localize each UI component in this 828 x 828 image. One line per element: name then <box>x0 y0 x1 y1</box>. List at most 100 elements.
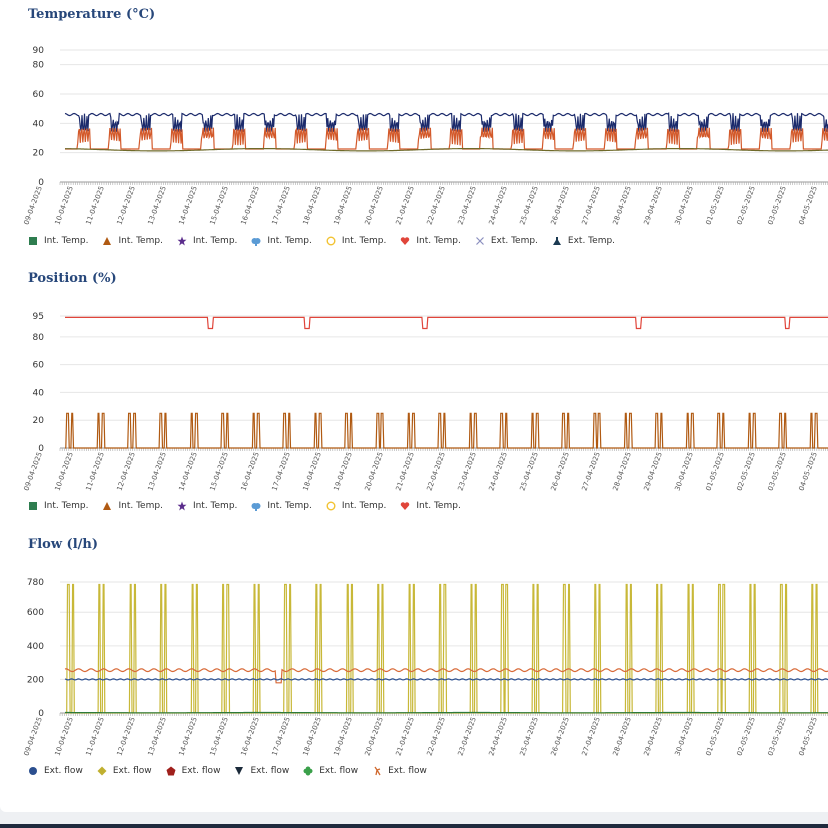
x-tick-label: 04-05-2025 <box>797 451 818 492</box>
x-tick-label: 10-04-2025 <box>53 451 74 492</box>
legend-item[interactable]: Int. Temp. <box>400 501 461 511</box>
x-tick-label: 19-04-2025 <box>332 716 353 757</box>
x-tick-label: 23-04-2025 <box>456 451 477 492</box>
x-tick-label: 26-04-2025 <box>549 716 570 757</box>
x-tick-label: 09-04-2025 <box>22 716 43 757</box>
legend-label: Int. Temp. <box>341 501 387 511</box>
legend-label: Int. Temp. <box>118 501 163 511</box>
triangle-down-icon <box>234 766 244 776</box>
x-tick-label: 23-04-2025 <box>456 185 477 226</box>
x-tick-label: 09-04-2025 <box>22 185 43 226</box>
legend-label: Ext. Temp. <box>567 236 616 246</box>
legend-item[interactable]: Int. Temp. <box>326 501 386 511</box>
legend-label: Int. Temp. <box>44 501 89 511</box>
x-tick-label: 22-04-2025 <box>425 451 446 492</box>
x-tick-label: 12-04-2025 <box>115 185 136 226</box>
x-tick-label: 18-04-2025 <box>301 185 322 226</box>
legend-item[interactable]: Ext. flow <box>303 766 358 776</box>
flow-chart-title: Flow (l/h) <box>28 537 98 552</box>
x-tick-label: 16-04-2025 <box>239 451 260 492</box>
legend-item[interactable]: Int. Temp. <box>102 501 163 511</box>
x-tick-label: 24-04-2025 <box>487 185 508 226</box>
series-line <box>64 147 828 152</box>
y-tick-label: 60 <box>33 90 45 100</box>
x-tick-label: 02-05-2025 <box>735 185 756 226</box>
cross-icon <box>475 236 485 246</box>
x-tick-label: 17-04-2025 <box>270 451 291 492</box>
cloud-icon <box>251 236 261 246</box>
y-tick-label: 20 <box>33 416 45 426</box>
x-tick-label: 24-04-2025 <box>487 451 508 492</box>
x-tick-label: 15-04-2025 <box>208 716 229 757</box>
x-tick-label: 20-04-2025 <box>363 716 384 757</box>
position-chart-title: Position (%) <box>28 271 117 286</box>
legend-item[interactable]: Int. Temp. <box>28 501 88 511</box>
legend-item[interactable]: Int. Temp. <box>251 236 312 246</box>
legend-item[interactable]: Ext. Temp. <box>552 236 615 246</box>
x-tick-label: 12-04-2025 <box>115 451 136 492</box>
x-tick-label: 23-04-2025 <box>456 716 477 757</box>
y-tick-label: 40 <box>33 388 45 398</box>
x-tick-label: 04-05-2025 <box>797 185 818 226</box>
x-tick-label: 10-04-2025 <box>53 185 74 226</box>
legend-label: Int. Temp. <box>416 236 461 246</box>
position-legend: Int. Temp. Int. Temp. Int. Temp. Int. Temp.… <box>28 501 475 511</box>
x-tick-label: 20-04-2025 <box>363 185 384 226</box>
x-tick-label: 11-04-2025 <box>84 185 105 226</box>
x-tick-label: 13-04-2025 <box>146 185 167 226</box>
clover-icon <box>303 766 313 776</box>
flask-icon <box>552 236 562 246</box>
legend-item[interactable]: Ext. Temp. <box>475 236 538 246</box>
legend-label: Int. Temp. <box>118 236 163 246</box>
x-tick-label: 03-05-2025 <box>766 716 787 757</box>
legend-item[interactable]: Int. Temp. <box>177 501 237 511</box>
x-tick-label: 22-04-2025 <box>425 185 446 226</box>
x-tick-label: 28-04-2025 <box>611 716 632 757</box>
y-tick-label: 600 <box>27 608 44 618</box>
legend-item[interactable]: Int. Temp. <box>28 236 88 246</box>
x-tick-label: 29-04-2025 <box>642 451 663 492</box>
x-tick-label: 16-04-2025 <box>239 716 260 757</box>
series-line <box>64 678 828 681</box>
x-tick-label: 10-04-2025 <box>53 716 74 757</box>
temperature-legend: Int. Temp. Int. Temp. Int. Temp. Int. Temp.… <box>28 236 629 246</box>
figure-icon <box>372 766 382 776</box>
legend-item[interactable]: Int. Temp. <box>326 236 386 246</box>
legend-label: Ext. flow <box>44 766 83 776</box>
legend-item[interactable]: Int. Temp. <box>400 236 461 246</box>
y-tick-label: 780 <box>27 578 44 588</box>
square-icon <box>28 501 38 511</box>
y-tick-label: 95 <box>33 312 44 322</box>
x-tick-label: 03-05-2025 <box>766 185 787 226</box>
x-tick-label: 02-05-2025 <box>735 716 756 757</box>
x-tick-label: 24-04-2025 <box>487 716 508 757</box>
legend-item[interactable]: Ext. flow <box>372 766 427 776</box>
x-tick-label: 19-04-2025 <box>332 451 353 492</box>
series-line <box>64 668 828 684</box>
x-tick-label: 18-04-2025 <box>301 716 322 757</box>
legend-label: Int. Temp. <box>341 236 387 246</box>
legend-item[interactable]: Int. Temp. <box>251 501 312 511</box>
y-tick-label: 0 <box>38 709 44 719</box>
x-tick-label: 22-04-2025 <box>425 716 446 757</box>
x-tick-label: 30-04-2025 <box>673 185 694 226</box>
legend-item[interactable]: Int. Temp. <box>102 236 163 246</box>
legend-item[interactable]: Ext. flow <box>234 766 289 776</box>
y-tick-label: 200 <box>27 675 44 685</box>
x-tick-label: 14-04-2025 <box>177 185 198 226</box>
y-tick-label: 80 <box>33 61 45 71</box>
heart-icon <box>400 236 410 246</box>
square-icon <box>28 236 38 246</box>
series-line <box>65 316 828 330</box>
x-tick-label: 27-04-2025 <box>580 716 601 757</box>
triangle-icon <box>102 501 112 511</box>
legend-item[interactable]: Ext. flow <box>166 766 220 776</box>
legend-item[interactable]: Ext. flow <box>28 766 83 776</box>
x-tick-label: 25-04-2025 <box>518 716 539 757</box>
temperature-chart: 0 20 40 60 80 90 09-04-2025 10-04-2025 11-04-202… <box>22 46 828 226</box>
legend-item[interactable]: Int. Temp. <box>177 236 237 246</box>
x-tick-label: 20-04-2025 <box>363 451 384 492</box>
legend-item[interactable]: Ext. flow <box>97 766 152 776</box>
y-tick-label: 400 <box>27 642 44 652</box>
